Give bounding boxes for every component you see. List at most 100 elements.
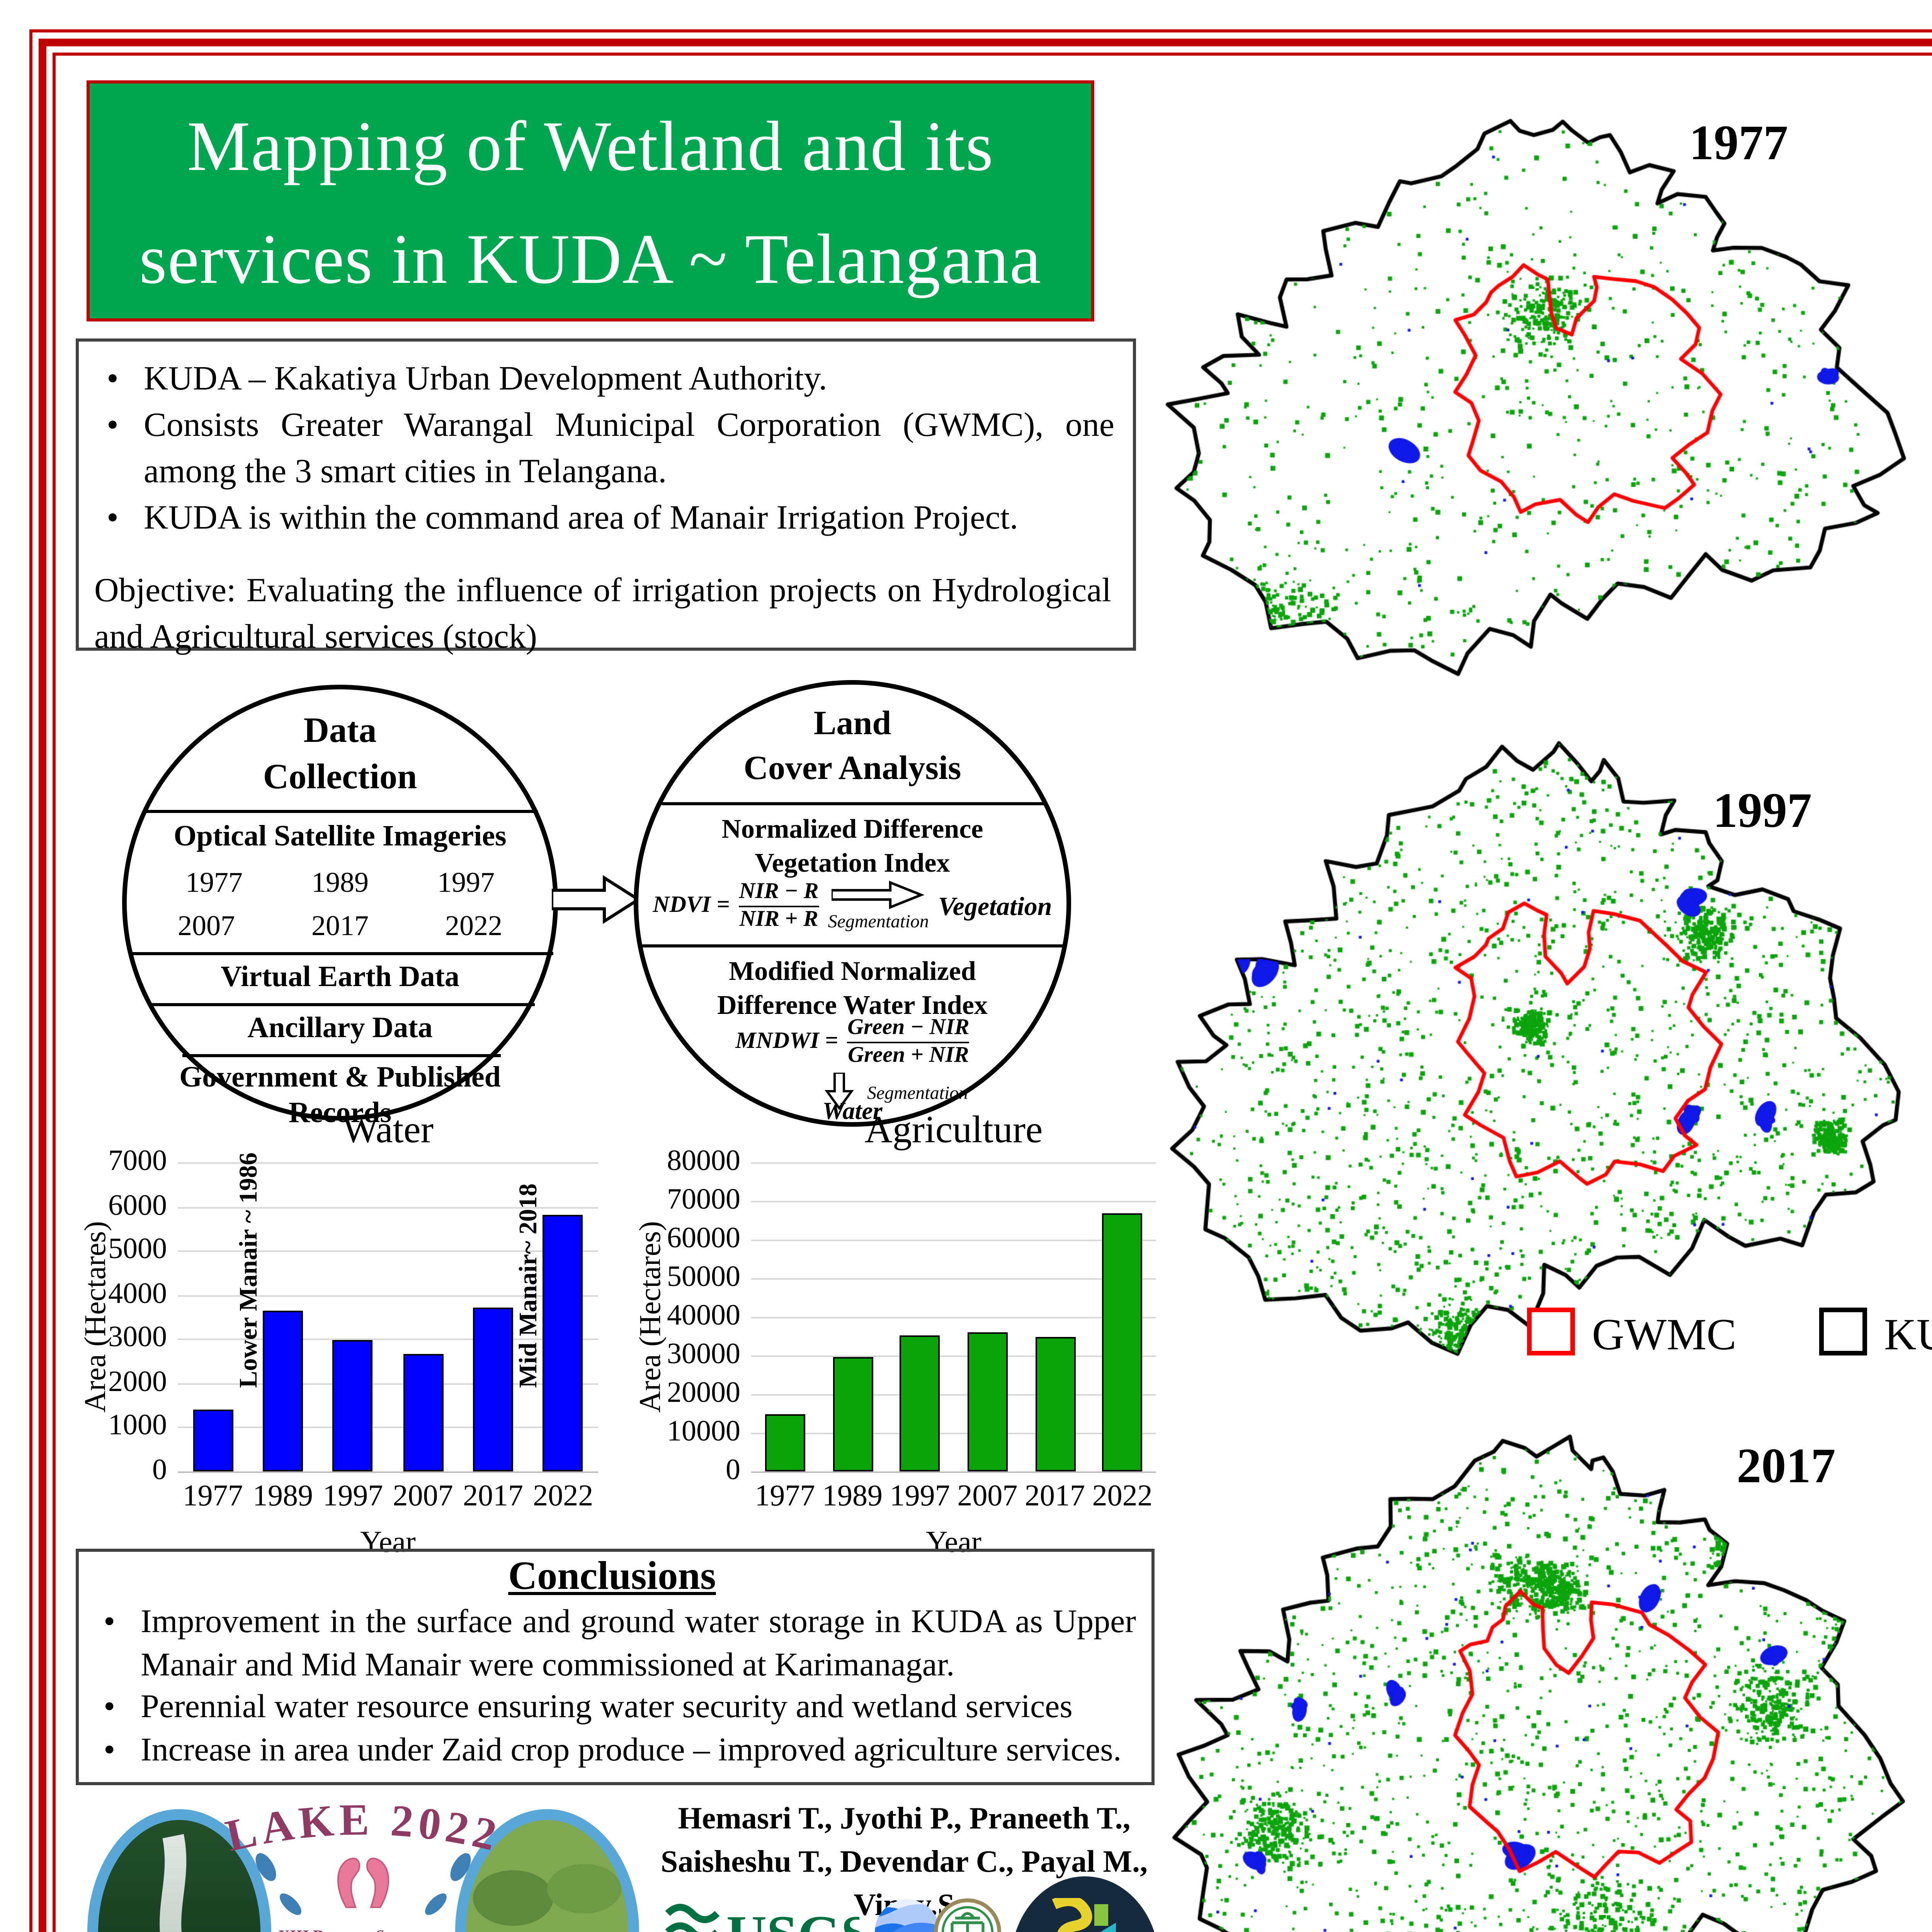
x-tick-label: 1977 (182, 1481, 243, 1513)
mndwi-fraction: Green − NIR Green + NIR (847, 1015, 969, 1070)
authors-line2: Saisheshu T., Devendar C., Payal M., Vin… (660, 1845, 1148, 1923)
kuda-legend-swatch (1819, 1308, 1867, 1355)
vegetation-output: Vegetation (938, 891, 1052, 920)
y-tick-label: 0 (152, 1454, 167, 1487)
gridline (178, 1383, 598, 1385)
data-collection-circle: Data Collection Optical Satellite Imager… (122, 685, 558, 1130)
chart-xlabel: Year (360, 1527, 416, 1560)
gridline (751, 1394, 1156, 1396)
bar (263, 1310, 303, 1471)
y-tick-label: 4000 (108, 1277, 167, 1310)
y-tick-label: 0 (726, 1454, 740, 1487)
poster-title: Mapping of Wetland and its services in K… (87, 80, 1094, 321)
intro-bullet: KUDA – Kakatiya Urban Development Author… (91, 355, 1114, 402)
virtual-earth-label: Virtual Earth Data (221, 961, 459, 994)
year-value: 1977 (185, 869, 243, 900)
intro-bullet-list: KUDA – Kakatiya Urban Development Author… (91, 355, 1114, 541)
x-tick-label: 2017 (1024, 1481, 1085, 1513)
x-tick-label: 2007 (957, 1481, 1018, 1513)
bar (1102, 1213, 1143, 1471)
bar (765, 1413, 805, 1471)
gridline (178, 1339, 598, 1341)
data-circle-title: Data Collection (263, 711, 417, 796)
segmentation-label-1: Segmentation (828, 910, 929, 932)
conclusion-bullet: Perennial water resource ensuring water … (88, 1686, 1136, 1729)
segmentation-arrow-block: Segmentation (828, 879, 929, 934)
years-row-1: 1977 1989 1997 (127, 869, 553, 901)
map-canvas-2017 (1153, 1403, 1932, 1932)
gwmc-legend-label: GWMC (1592, 1311, 1736, 1360)
lake-symposium-text: XIII Biennial Symposium (278, 1927, 448, 1932)
years-row-2: 2007 2017 2022 (127, 912, 553, 944)
y-tick-label: 80000 (667, 1145, 740, 1178)
x-tick-label: 1977 (755, 1481, 815, 1513)
gridline (751, 1433, 1156, 1434)
lake-title-decor (255, 1853, 471, 1915)
x-tick-label: 1997 (889, 1481, 950, 1513)
separator (182, 1054, 501, 1057)
bar (1035, 1336, 1075, 1471)
separator (130, 952, 553, 955)
x-tick-label: 2022 (1092, 1481, 1153, 1513)
year-value: 2017 (311, 912, 369, 943)
x-tick-label: 2007 (393, 1481, 453, 1513)
poster-title-line2: services in KUDA ~ Telangana (139, 219, 1042, 298)
mndwi-heading: Modified Normalized Difference Water Ind… (717, 955, 988, 1020)
government-records-label: Government & Published Records (179, 1062, 501, 1130)
gwmc-legend-swatch (1527, 1308, 1575, 1355)
down-block-arrow-icon (825, 1073, 854, 1110)
bar (543, 1215, 583, 1471)
y-tick-label: 3000 (108, 1322, 167, 1355)
y-tick-label: 10000 (667, 1416, 740, 1448)
y-tick-label: 70000 (667, 1184, 740, 1216)
separator (145, 810, 538, 813)
ancillary-data-label: Ancillary Data (247, 1012, 433, 1045)
chart-title: Water (342, 1110, 434, 1151)
chart-title: Agriculture (864, 1110, 1043, 1151)
right-block-arrow-icon (832, 881, 925, 909)
intro-bullet: KUDA is within the command area of Manai… (91, 495, 1114, 541)
usgs-name: USGS (726, 1905, 859, 1932)
water-bar-chart: Water Area (Hectares) 0 1000 2000 3000 4000 500… (76, 1110, 620, 1573)
x-tick-label: 1997 (323, 1481, 383, 1513)
conclusion-bullet: Improvement in the surface and ground wa… (88, 1601, 1136, 1686)
y-tick-label: 20000 (667, 1377, 740, 1410)
separator (148, 1003, 535, 1006)
conclusions-bullet-list: Improvement in the surface and ground wa… (88, 1601, 1136, 1771)
land-cover-circle: Land Cover Analysis Normalized Differenc… (634, 680, 1071, 1127)
mndwi-formula: MNDWI = Green − NIR Green + NIR (638, 1015, 1066, 1070)
y-tick-label: 7000 (108, 1145, 167, 1178)
gridline (751, 1317, 1156, 1318)
water-output: Water (822, 1099, 883, 1125)
gridline (178, 1294, 598, 1296)
y-tick-label: 2000 (108, 1366, 167, 1399)
y-tick-label: 5000 (108, 1233, 167, 1266)
gridline (178, 1427, 598, 1429)
intro-bullet: Consists Greater Warangal Municipal Corp… (91, 402, 1114, 495)
usgs-wave-icon (665, 1904, 720, 1932)
bar (473, 1308, 513, 1471)
bar (333, 1340, 373, 1471)
authors-line1: Hemasri T., Jyothi P., Praneeth T., (678, 1802, 1131, 1836)
gridline (751, 1201, 1156, 1202)
bar-annotation: Lower Manair ~ 1986 (233, 1152, 263, 1388)
gridline (751, 1162, 1156, 1164)
map-canvas-1997 (1153, 714, 1932, 1385)
chart-xlabel: Year (926, 1527, 981, 1560)
gridline (751, 1355, 1156, 1357)
segmentation-label-2: Segmentation (867, 1082, 968, 1104)
conclusions-box: Conclusions Improvement in the surface a… (76, 1549, 1155, 1785)
y-tick-label: 6000 (108, 1189, 167, 1222)
telangana-seal-icon (934, 1898, 1001, 1932)
lake-left-oval (87, 1809, 271, 1932)
lake-2022-logo: LAKE 2022 XIII Biennial Symposium 28th t… (87, 1795, 639, 1932)
gridline (178, 1471, 598, 1473)
map-year-label: 2017 (1736, 1437, 1836, 1493)
separator (641, 944, 1066, 947)
gridline (751, 1278, 1156, 1280)
objective-text: Objective: Evaluating the influence of i… (94, 570, 1111, 655)
year-value: 1997 (437, 869, 495, 900)
y-tick-label: 40000 (667, 1300, 740, 1332)
bar (403, 1354, 443, 1471)
mndwi-lhs: MNDWI = (735, 1029, 838, 1054)
